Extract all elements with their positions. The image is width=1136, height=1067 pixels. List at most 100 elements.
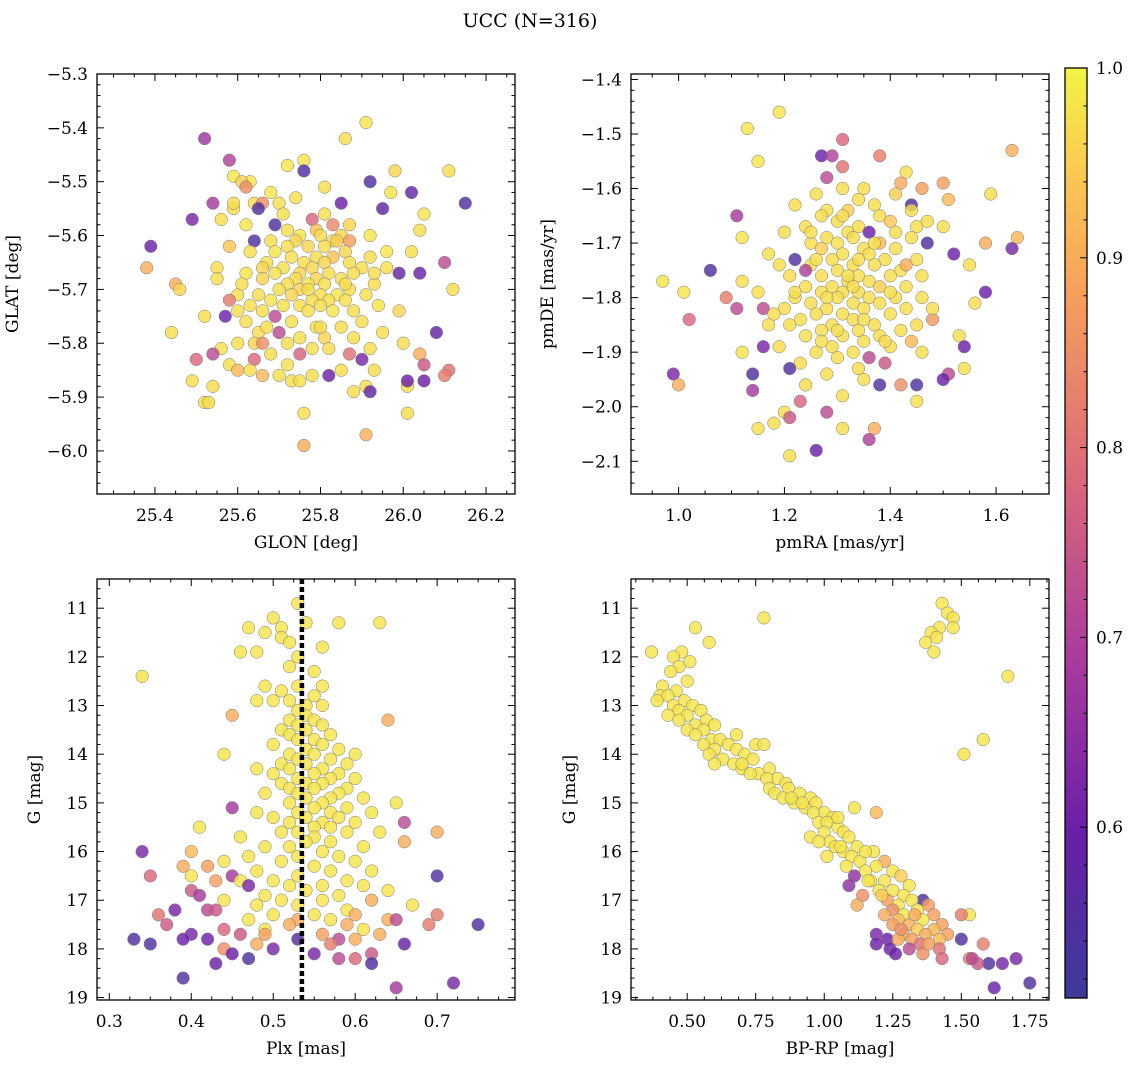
data-point: [365, 956, 379, 971]
data-point: [873, 209, 887, 223]
data-point: [889, 241, 903, 256]
data-point: [280, 223, 294, 237]
y-tick-label: −2.0: [581, 398, 622, 418]
data-point: [830, 236, 844, 250]
data-point: [926, 301, 940, 316]
data-point: [365, 806, 379, 820]
y-tick-label: 11: [66, 599, 88, 619]
data-point: [340, 918, 354, 932]
figure-title: UCC (N=316): [463, 10, 598, 32]
y-tick-label: 13: [600, 697, 622, 717]
data-point: [831, 810, 845, 825]
data-point: [982, 956, 996, 971]
data-point: [266, 611, 280, 625]
data-point: [825, 340, 839, 354]
data-point: [851, 361, 866, 376]
x-tick-label: 1.00: [805, 1012, 843, 1032]
data-point: [867, 421, 881, 436]
data-point: [809, 307, 823, 321]
data-point: [318, 239, 332, 253]
data-point: [936, 220, 950, 234]
data-point: [297, 438, 311, 453]
data-point: [809, 345, 823, 359]
data-point: [307, 747, 321, 761]
data-point: [242, 879, 256, 893]
data-point: [225, 708, 239, 722]
data-point: [869, 859, 883, 873]
y-tick-label: −6.0: [47, 442, 88, 462]
data-point: [767, 307, 781, 321]
data-point: [894, 323, 908, 337]
data-point: [355, 315, 369, 329]
data-point: [783, 449, 797, 463]
data-point: [315, 679, 329, 693]
data-point: [735, 345, 749, 359]
data-point: [429, 325, 443, 340]
data-point: [363, 228, 377, 243]
data-point: [266, 767, 280, 781]
data-point: [342, 347, 357, 361]
data-point: [672, 713, 686, 727]
data-point: [688, 621, 702, 635]
data-point: [783, 361, 797, 376]
data-point: [214, 212, 228, 226]
data-point: [751, 154, 765, 168]
data-point: [910, 252, 924, 267]
x-tick-label: 1.0: [665, 506, 692, 526]
data-point: [338, 293, 352, 307]
data-point: [883, 285, 897, 299]
data-point: [921, 937, 935, 951]
data-point: [847, 801, 861, 815]
data-point: [422, 918, 436, 932]
data-point: [326, 304, 340, 318]
data-point: [192, 888, 207, 902]
data-point: [904, 334, 918, 348]
y-tick-label: −1.5: [581, 125, 622, 145]
x-tick-label: 1.50: [942, 1012, 980, 1032]
data-point: [783, 411, 797, 425]
data-point: [820, 367, 834, 381]
data-point: [862, 291, 876, 305]
data-point: [1005, 241, 1019, 256]
data-point: [307, 859, 321, 873]
data-point: [927, 908, 941, 922]
data-point: [258, 786, 272, 800]
colorbar: 0.6 0.7 0.8 0.9 1.0: [1064, 59, 1123, 999]
data-point: [348, 908, 362, 922]
axes-frame: [96, 578, 516, 1001]
data-point: [915, 269, 929, 283]
data-point: [836, 421, 850, 436]
data-point: [804, 296, 818, 310]
data-point: [251, 288, 265, 302]
data-point: [902, 942, 916, 956]
y-tick-label: 14: [600, 745, 622, 765]
data-point: [799, 280, 813, 294]
data-point: [192, 820, 207, 834]
data-point: [772, 258, 786, 272]
data-point: [957, 361, 971, 376]
data-point: [376, 202, 390, 216]
x-tick-label: 0.4: [178, 1012, 205, 1032]
data-point: [862, 225, 876, 239]
data-point: [250, 645, 264, 659]
y-tick-label: −5.8: [47, 334, 88, 354]
data-point: [751, 285, 765, 299]
y-tick-label: 11: [600, 599, 622, 619]
data-point: [389, 796, 403, 810]
data-point: [809, 187, 823, 201]
data-point: [280, 358, 294, 372]
data-point: [735, 231, 749, 245]
data-point: [878, 356, 892, 370]
data-point: [446, 282, 460, 296]
data-point: [894, 869, 908, 883]
data-point: [968, 296, 982, 310]
data-point: [954, 932, 968, 946]
data-point: [307, 767, 321, 781]
data-point: [682, 312, 696, 327]
data-point: [954, 908, 968, 922]
data-point: [389, 913, 403, 927]
data-point: [324, 820, 338, 834]
data-point: [857, 312, 871, 327]
x-tick-label: 1.25: [874, 1012, 912, 1032]
data-point: [417, 358, 431, 372]
